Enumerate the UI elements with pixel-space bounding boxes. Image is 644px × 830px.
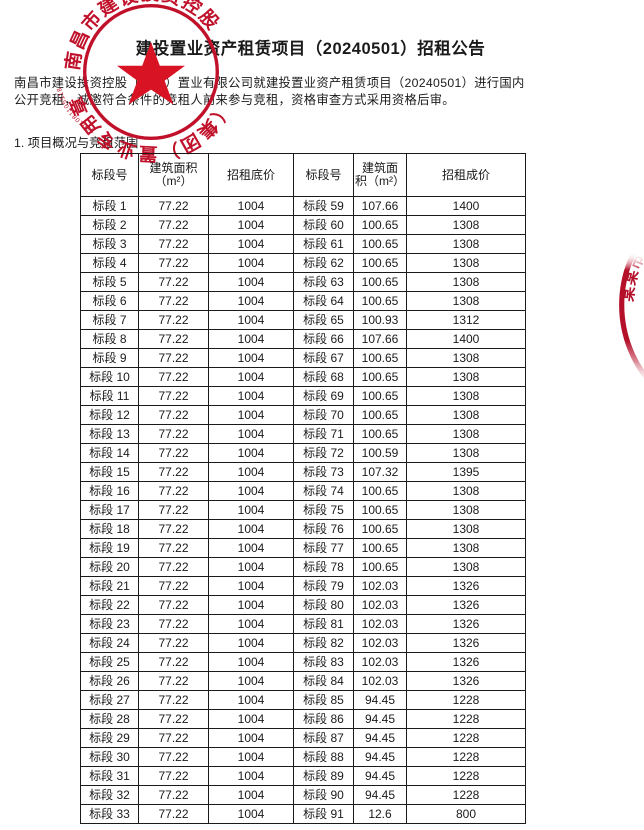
svg-text:某某市某某某某某: 某某市某某某某某: [619, 191, 644, 303]
